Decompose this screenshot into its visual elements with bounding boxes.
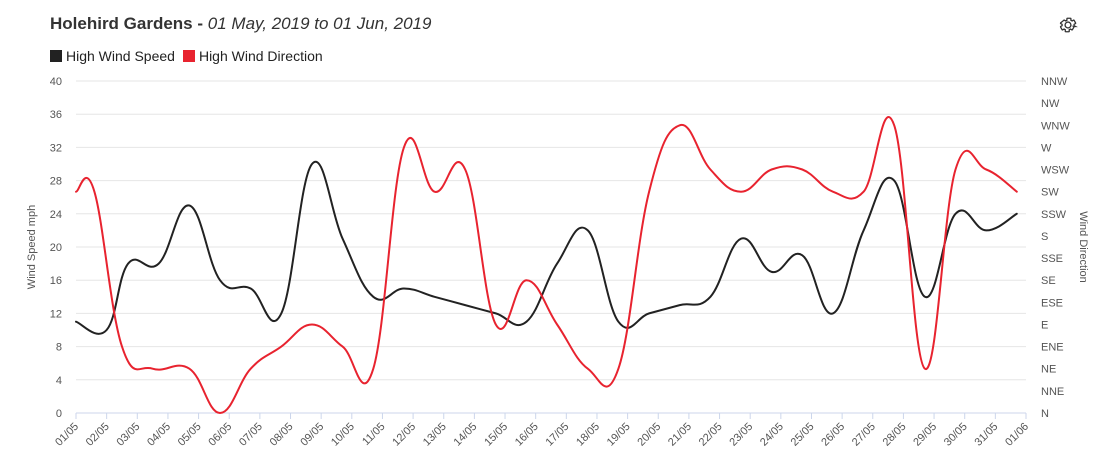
gridlines <box>76 80 1026 414</box>
x-tick-label: 10/05 <box>329 421 357 449</box>
legend-item-direction[interactable]: High Wind Direction <box>182 48 323 64</box>
y-right-tick-label: ENE <box>1041 342 1064 354</box>
y-left-tick-label: 40 <box>50 76 62 88</box>
x-tick-label: 04/05 <box>145 421 173 449</box>
chart-legend: High Wind Speed High Wind Direction <box>50 48 323 64</box>
x-tick-label: 13/05 <box>421 421 449 449</box>
station-name: Holehird Gardens <box>50 14 193 33</box>
legend-swatch-direction <box>182 50 195 62</box>
y-left-tick-label: 24 <box>50 209 62 221</box>
x-tick-label: 01/06 <box>1003 421 1031 449</box>
x-tick-label: 28/05 <box>881 421 909 449</box>
x-tick-label: 21/05 <box>666 421 694 449</box>
x-tick-label: 29/05 <box>911 421 939 449</box>
series-line-wind-direction[interactable] <box>75 116 1018 414</box>
x-tick-label: 06/05 <box>206 421 234 449</box>
legend-item-speed[interactable]: High Wind Speed <box>50 48 175 64</box>
y-left-tick-label: 36 <box>50 109 62 121</box>
x-tick-label: 01/05 <box>53 421 81 449</box>
x-tick-label: 02/05 <box>84 421 112 449</box>
y-left-tick-label: 16 <box>50 275 62 287</box>
y-right-tick-label: ESE <box>1041 297 1063 309</box>
x-tick-label: 09/05 <box>298 421 326 449</box>
legend-label-speed: High Wind Speed <box>66 48 175 64</box>
y-right-tick-label: SSW <box>1041 209 1067 221</box>
x-tick-label: 05/05 <box>176 421 204 449</box>
y-right-tick-label: WSW <box>1041 165 1070 177</box>
y-right-tick-label: SSE <box>1041 253 1063 265</box>
y-left-tick-label: 4 <box>56 375 62 387</box>
x-tick-label: 15/05 <box>482 421 510 449</box>
x-tick-label: 23/05 <box>727 421 755 449</box>
y-right-tick-label: NNE <box>1041 386 1064 398</box>
chart-title: Holehird Gardens - 01 May, 2019 to 01 Ju… <box>50 14 431 34</box>
x-tick-label: 11/05 <box>360 421 387 448</box>
title-separator: - <box>197 14 204 33</box>
x-tick-label: 12/05 <box>390 421 418 449</box>
y-axis-left: 0 4 8 12 16 20 24 28 32 36 40 <box>50 76 62 420</box>
x-tick-label: 22/05 <box>697 421 725 449</box>
y-right-tick-label: N <box>1041 408 1049 420</box>
y-right-tick-label: WNW <box>1041 120 1070 132</box>
x-tick-label: 19/05 <box>605 421 633 449</box>
y-right-tick-label: SE <box>1041 275 1056 287</box>
y-axis-left-title: Wind Speed mph <box>26 205 38 289</box>
x-tick-label: 26/05 <box>819 421 847 449</box>
y-right-tick-label: NW <box>1041 98 1060 110</box>
y-left-tick-label: 20 <box>50 242 62 254</box>
x-tick-label: 14/05 <box>452 421 480 449</box>
y-right-tick-label: SW <box>1041 187 1059 199</box>
y-axis-right: N NNE NE ENE E ESE SE SSE S SSW SW WSW W WNW NW NNW <box>1041 76 1070 420</box>
x-tick-label: 16/05 <box>513 421 541 449</box>
y-right-tick-label: NE <box>1041 364 1056 376</box>
x-tick-label: 30/05 <box>942 421 970 449</box>
x-tick-label: 27/05 <box>850 421 878 449</box>
x-tick-label: 03/05 <box>114 421 142 449</box>
x-tick-label: 18/05 <box>574 421 602 449</box>
series-lines <box>75 116 1018 414</box>
x-tick-label: 07/05 <box>237 421 265 449</box>
y-left-tick-label: 32 <box>50 142 62 154</box>
x-tick-label: 20/05 <box>635 421 663 449</box>
date-range: 01 May, 2019 to 01 Jun, 2019 <box>207 14 432 33</box>
gear-icon[interactable] <box>1058 15 1078 35</box>
legend-label-direction: High Wind Direction <box>198 48 323 64</box>
y-axis-right-title: Wind Direction <box>1077 211 1089 283</box>
x-axis: 01/05 02/05 03/05 04/05 05/05 06/05 07/05 08/05… <box>53 413 1031 449</box>
y-left-tick-label: 28 <box>50 176 62 188</box>
y-right-tick-label: E <box>1041 319 1048 331</box>
y-right-tick-label: NNW <box>1041 76 1068 88</box>
x-tick-label: 17/05 <box>543 421 571 449</box>
y-left-tick-label: 12 <box>50 308 62 320</box>
x-tick-label: 24/05 <box>758 421 786 449</box>
y-left-tick-label: 8 <box>56 342 62 354</box>
x-tick-label: 25/05 <box>789 421 817 449</box>
y-left-tick-label: 0 <box>56 408 62 420</box>
legend-swatch-speed <box>50 50 62 62</box>
y-right-tick-label: S <box>1041 231 1048 243</box>
x-tick-label: 08/05 <box>268 421 296 449</box>
y-right-tick-label: W <box>1041 142 1052 154</box>
series-line-wind-speed[interactable] <box>75 160 1018 335</box>
x-tick-label: 31/05 <box>973 421 1001 449</box>
